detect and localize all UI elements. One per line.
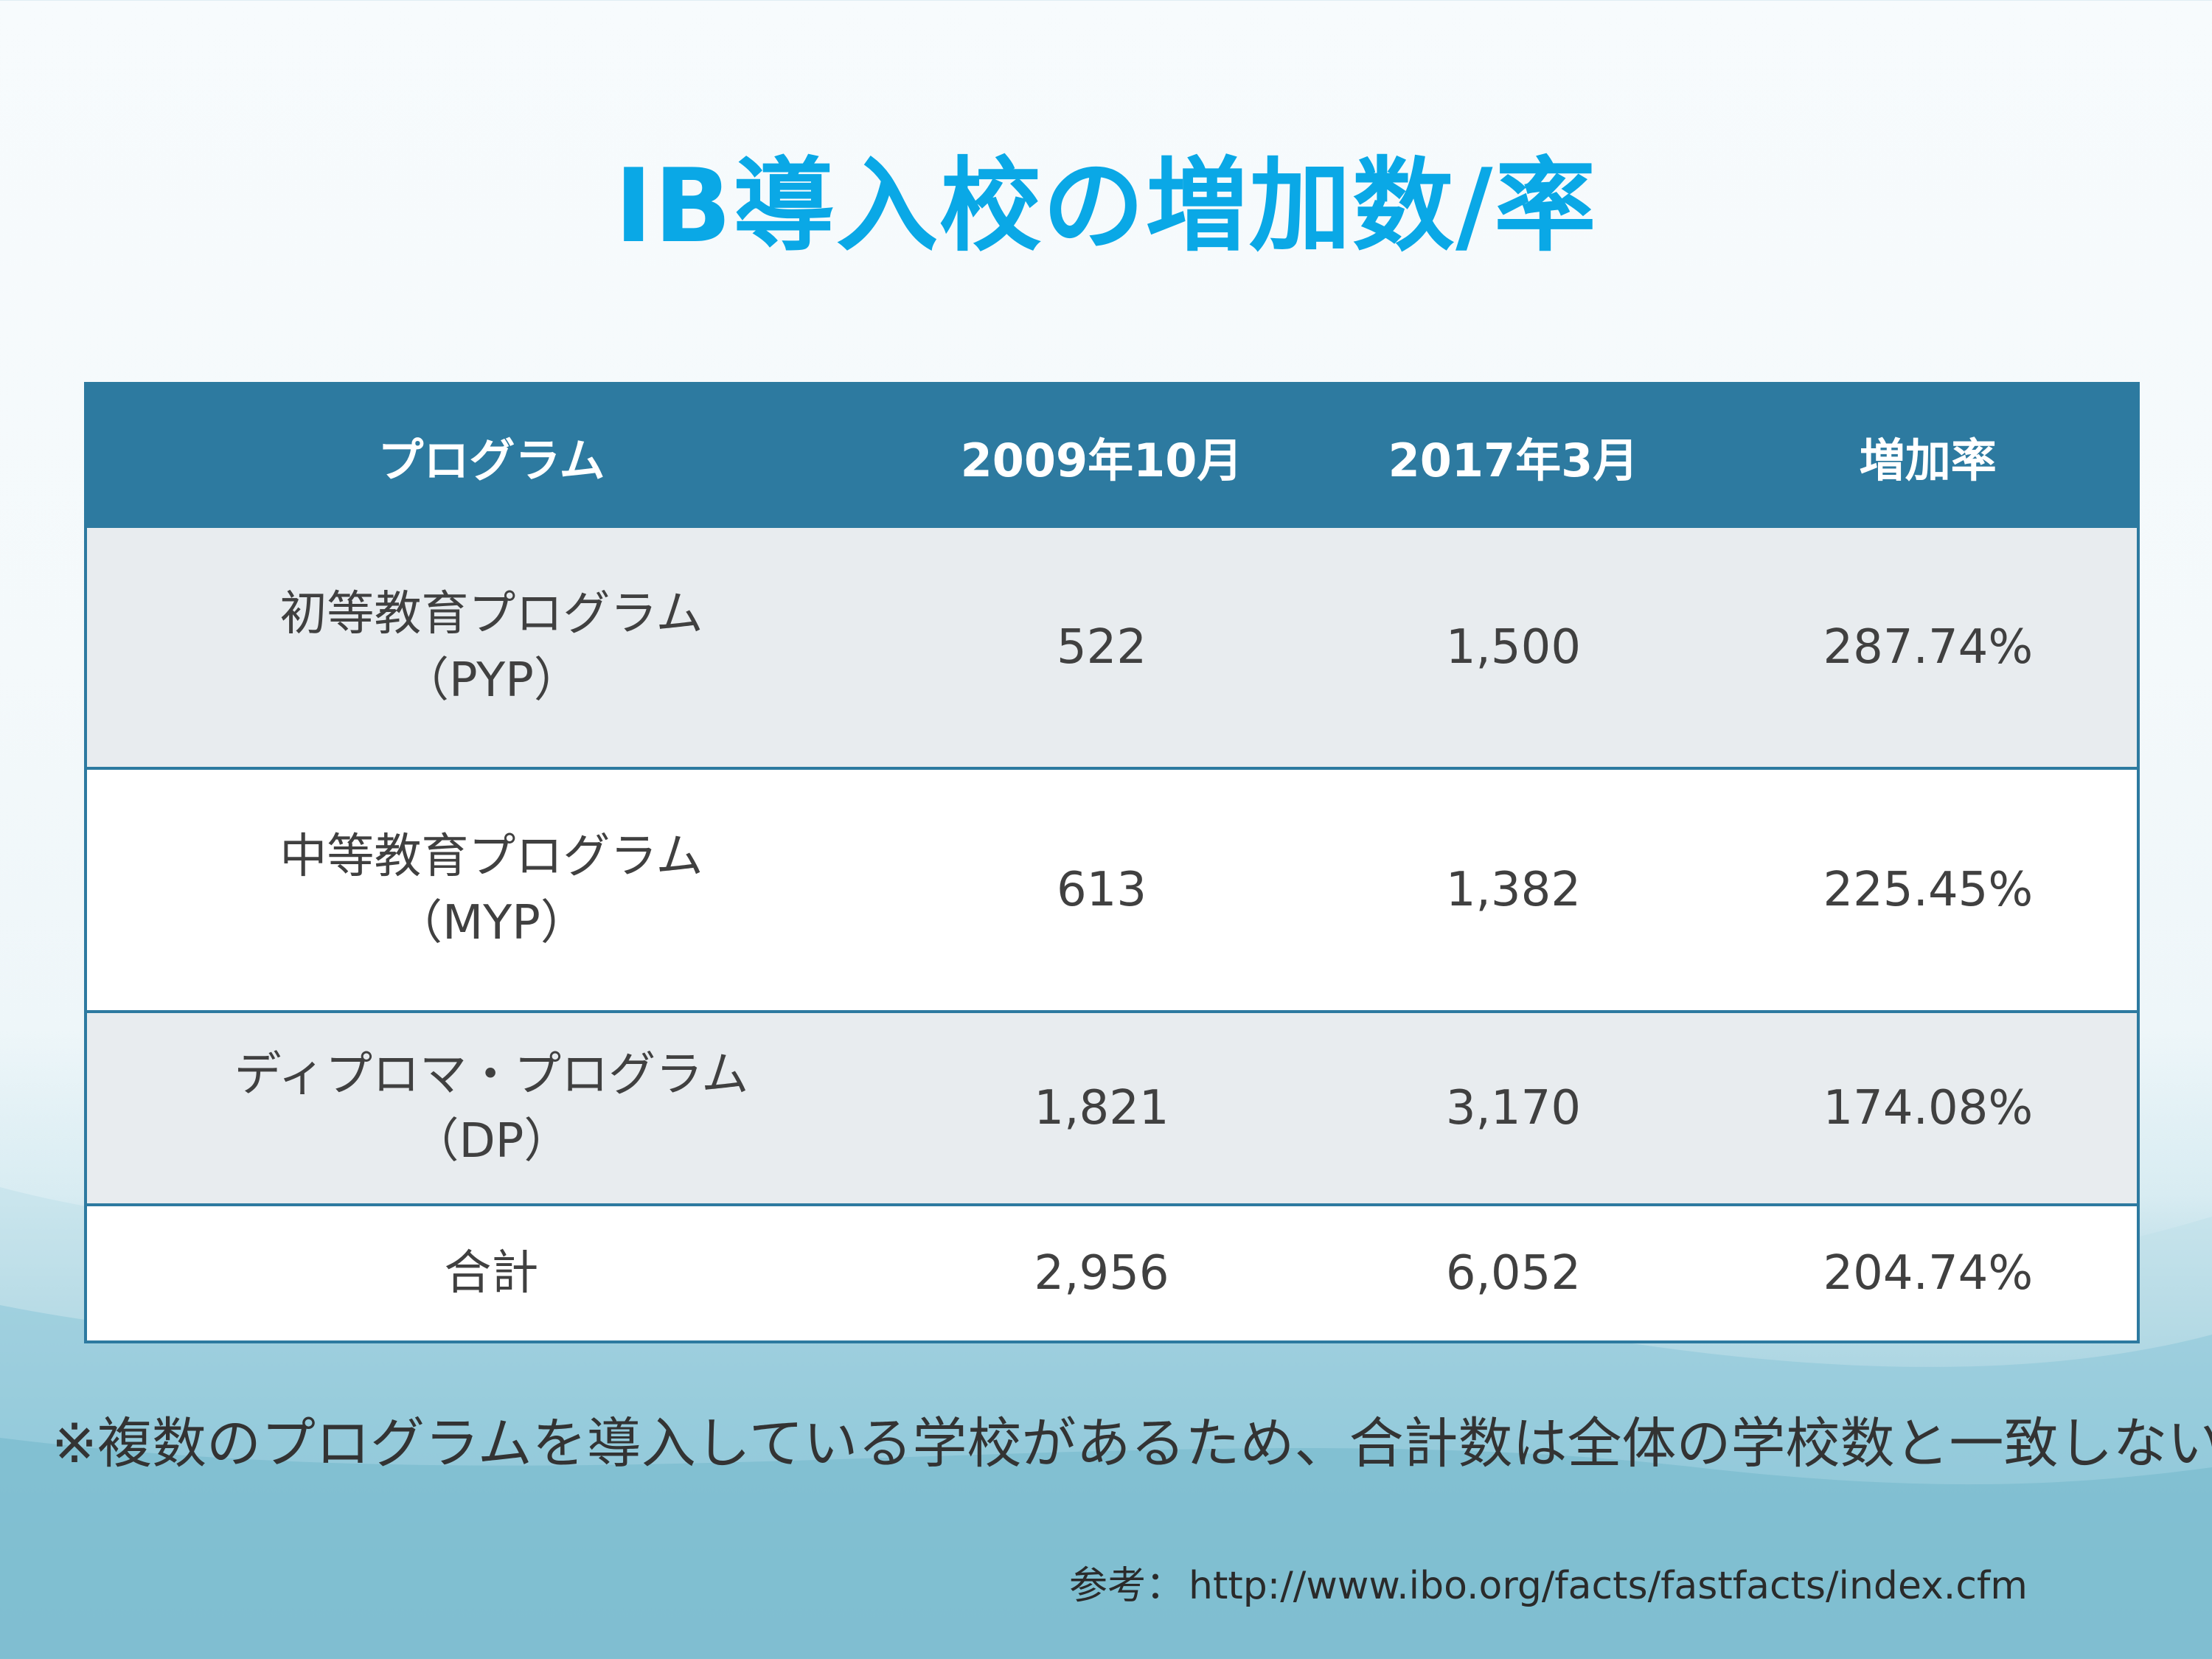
school-increase-table: プログラム 2009年10月 2017年3月 増加率 初等教育プログラム （PY… — [84, 382, 2140, 1343]
table-row: ディプロマ・プログラム （DP） 1,821 3,170 174.08% — [87, 1010, 2137, 1203]
footnote: ※複数のプログラムを導入している学校があるため、合計数は全体の学校数と一致しない — [52, 1412, 2212, 1475]
header-increase-rate: 増加率 — [1859, 434, 1997, 487]
header-program: プログラム — [378, 434, 605, 487]
slide-title: IB導入校の増加数/率 — [614, 147, 1598, 265]
program-name: 合計 — [444, 1246, 539, 1301]
increase-rate-value: 174.08% — [1823, 1081, 2034, 1135]
oct-2009-value: 2,956 — [1034, 1246, 1169, 1301]
mar-2017-value: 6,052 — [1445, 1246, 1582, 1301]
table-header-row: プログラム 2009年10月 2017年3月 増加率 — [87, 385, 2137, 528]
program-abbr: （DP） — [411, 1114, 571, 1169]
mar-2017-value: 1,500 — [1445, 620, 1582, 675]
increase-rate-value: 287.74% — [1823, 620, 2034, 675]
increase-rate-value: 225.45% — [1823, 863, 2034, 917]
program-name: ディプロマ・プログラム — [234, 1048, 749, 1102]
oct-2009-value: 1,821 — [1034, 1081, 1169, 1135]
oct-2009-value: 522 — [1056, 620, 1147, 675]
table-row: 中等教育プログラム （MYP） 613 1,382 225.45% — [87, 767, 2137, 1010]
header-mar-2017: 2017年3月 — [1388, 434, 1639, 487]
oct-2009-value: 613 — [1056, 863, 1147, 917]
increase-rate-value: 204.74% — [1823, 1246, 2034, 1301]
program-abbr: （PYP） — [401, 653, 581, 708]
reference-url: http://www.ibo.org/facts/fastfacts/index… — [1189, 1564, 2028, 1608]
program-cell: 合計 — [87, 1240, 896, 1307]
program-cell: 中等教育プログラム （MYP） — [87, 824, 896, 956]
program-abbr: （MYP） — [394, 896, 588, 950]
program-cell: ディプロマ・プログラム （DP） — [87, 1042, 896, 1175]
program-cell: 初等教育プログラム （PYP） — [87, 581, 896, 714]
reference-label: 参考： — [1069, 1564, 1185, 1608]
mar-2017-value: 1,382 — [1445, 863, 1582, 917]
mar-2017-value: 3,170 — [1445, 1081, 1582, 1135]
table-row: 合計 2,956 6,052 204.74% — [87, 1203, 2137, 1340]
header-oct-2009: 2009年10月 — [960, 434, 1243, 487]
reference-line: 参考： http://www.ibo.org/facts/fastfacts/in… — [1069, 1554, 2138, 1610]
program-name: 初等教育プログラム — [279, 587, 703, 641]
table-row: 初等教育プログラム （PYP） 522 1,500 287.74% — [87, 528, 2137, 767]
program-name: 中等教育プログラム — [279, 830, 703, 884]
